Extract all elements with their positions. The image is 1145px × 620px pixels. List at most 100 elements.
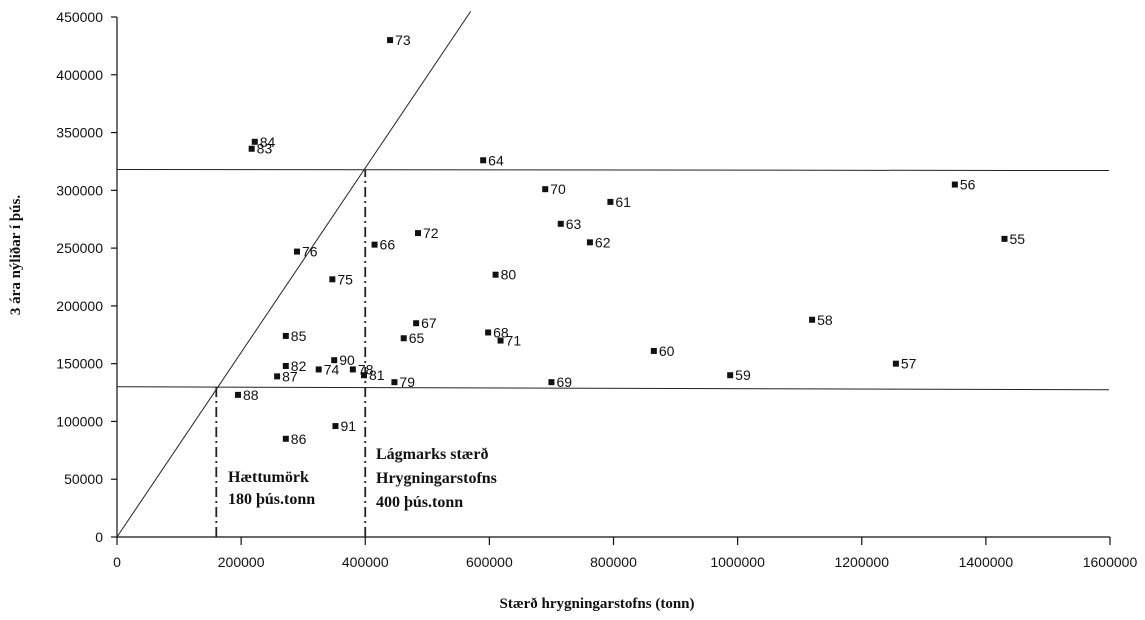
data-point bbox=[951, 181, 958, 188]
data-point bbox=[548, 379, 555, 386]
y-tick-label: 0 bbox=[95, 529, 103, 545]
data-point bbox=[727, 372, 734, 379]
data-point bbox=[315, 366, 322, 373]
point-label: 65 bbox=[409, 330, 425, 346]
point-label: 87 bbox=[282, 368, 298, 384]
x-tick-label: 0 bbox=[113, 554, 121, 570]
y-tick-label: 150000 bbox=[56, 356, 103, 372]
point-label: 90 bbox=[339, 352, 355, 368]
data-point bbox=[586, 239, 593, 246]
data-point bbox=[282, 332, 289, 339]
point-label: 91 bbox=[340, 418, 356, 434]
data-point bbox=[497, 337, 504, 344]
data-point bbox=[331, 357, 338, 364]
data-point bbox=[329, 276, 336, 283]
data-point bbox=[607, 198, 614, 205]
data-point bbox=[1001, 235, 1008, 242]
data-point bbox=[542, 186, 549, 193]
point-label: 73 bbox=[395, 32, 411, 48]
data-point bbox=[492, 271, 499, 278]
data-point bbox=[413, 320, 420, 327]
data-point bbox=[332, 423, 339, 430]
axes: 0 200000 400000 600000 800000 1000000 1200000 1… bbox=[56, 9, 1137, 570]
diagonal-line bbox=[116, 10, 472, 538]
x-tick-label: 600000 bbox=[466, 554, 513, 570]
annotation-minimum-line-2: Hrygningarstofns bbox=[376, 470, 497, 487]
y-axis-title: 3 ára nýliðar í þús. bbox=[8, 195, 24, 315]
point-label: 66 bbox=[380, 237, 396, 253]
point-label: 80 bbox=[501, 267, 517, 283]
point-label: 55 bbox=[1009, 231, 1025, 247]
y-tick-label: 50000 bbox=[64, 471, 103, 487]
data-point bbox=[557, 220, 564, 227]
point-label: 59 bbox=[735, 367, 751, 383]
y-tick-label: 100000 bbox=[56, 413, 103, 429]
data-point bbox=[349, 366, 356, 373]
annotation-hazard-limit: Hættumörk 180 þús.tonn bbox=[228, 469, 315, 508]
point-label: 83 bbox=[257, 141, 273, 157]
x-tick-label: 1400000 bbox=[959, 554, 1014, 570]
data-point bbox=[809, 316, 816, 323]
point-label: 69 bbox=[556, 374, 572, 390]
data-point bbox=[650, 347, 657, 354]
data-point bbox=[371, 241, 378, 248]
point-label: 64 bbox=[488, 152, 504, 168]
point-label: 81 bbox=[369, 367, 385, 383]
annotation-minimum-line-3: 400 þús.tonn bbox=[376, 494, 463, 511]
data-point bbox=[248, 145, 255, 152]
point-label: 85 bbox=[291, 328, 307, 344]
data-point bbox=[235, 391, 242, 398]
lower-horizontal-line bbox=[116, 386, 1110, 391]
point-label: 56 bbox=[960, 177, 976, 193]
data-point bbox=[387, 37, 394, 44]
x-tick-label: 1600000 bbox=[1083, 554, 1138, 570]
data-point bbox=[892, 360, 899, 367]
point-label: 74 bbox=[324, 361, 340, 377]
point-label: 75 bbox=[337, 271, 353, 287]
annotation-hazard-line-2: 180 þús.tonn bbox=[228, 491, 315, 508]
point-label: 68 bbox=[493, 324, 509, 340]
annotation-hazard-line-1: Hættumörk bbox=[228, 469, 309, 486]
x-tick-label: 1000000 bbox=[710, 554, 765, 570]
data-point bbox=[282, 362, 289, 369]
y-tick-label: 250000 bbox=[56, 240, 103, 256]
point-label: 88 bbox=[243, 387, 259, 403]
x-tick-label: 400000 bbox=[342, 554, 389, 570]
x-tick-label: 1200000 bbox=[834, 554, 889, 570]
point-label: 67 bbox=[421, 315, 437, 331]
y-tick-label: 400000 bbox=[56, 67, 103, 83]
point-label: 82 bbox=[291, 358, 307, 374]
reference-lines bbox=[116, 10, 1110, 538]
y-tick-label: 350000 bbox=[56, 125, 103, 141]
point-label: 58 bbox=[817, 312, 833, 328]
data-point bbox=[274, 373, 281, 380]
data-point bbox=[480, 157, 487, 164]
data-point bbox=[361, 372, 368, 379]
y-tick-label: 300000 bbox=[56, 182, 103, 198]
data-point bbox=[400, 335, 407, 342]
data-point bbox=[251, 138, 258, 145]
point-label: 61 bbox=[615, 194, 631, 210]
data-point bbox=[293, 248, 300, 255]
point-label: 60 bbox=[659, 343, 675, 359]
y-tick-label: 200000 bbox=[56, 298, 103, 314]
point-label: 79 bbox=[399, 374, 415, 390]
x-axis-title: Stærð hrygningarstofns (tonn) bbox=[499, 596, 694, 612]
y-tick-label: 450000 bbox=[56, 9, 103, 25]
point-label: 62 bbox=[595, 234, 611, 250]
annotation-minimum-line-1: Lágmarks stærð bbox=[376, 446, 488, 463]
upper-horizontal-line bbox=[116, 169, 1110, 172]
point-label: 72 bbox=[423, 225, 439, 241]
point-label: 70 bbox=[550, 181, 566, 197]
point-label: 71 bbox=[506, 333, 522, 349]
point-label: 76 bbox=[302, 244, 318, 260]
x-tick-label: 200000 bbox=[218, 554, 265, 570]
data-point bbox=[391, 379, 398, 386]
data-point bbox=[485, 329, 492, 336]
annotation-minimum-stock: Lágmarks stærð Hrygningarstofns 400 þús.… bbox=[376, 446, 497, 511]
data-point bbox=[282, 435, 289, 442]
x-tick-label: 800000 bbox=[590, 554, 637, 570]
